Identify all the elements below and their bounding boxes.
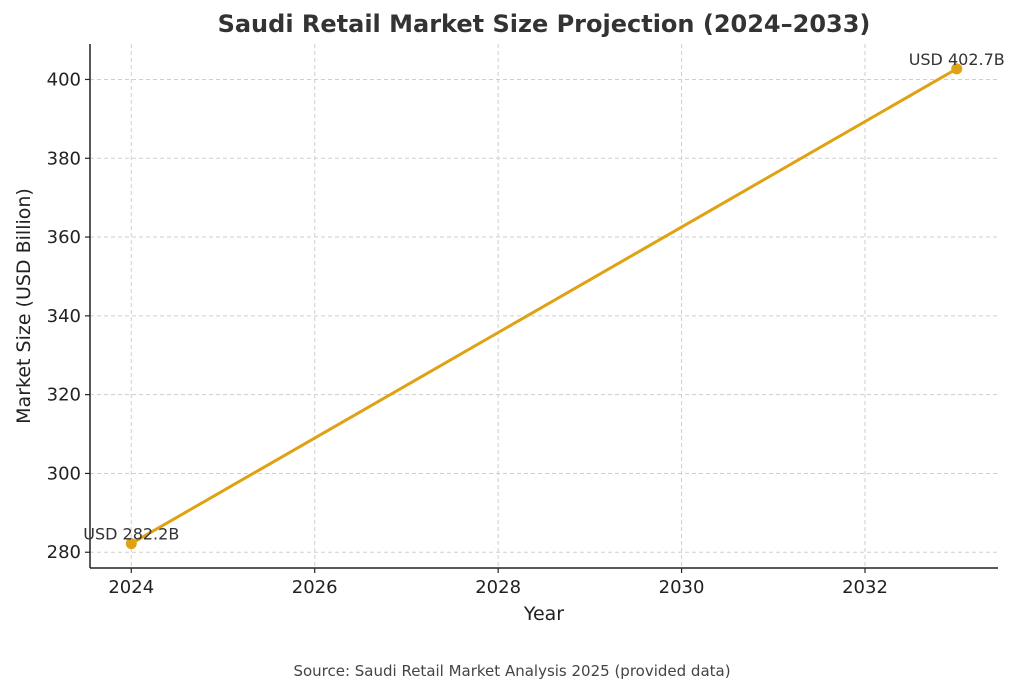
x-axis-label: Year — [523, 603, 564, 625]
x-tick-label: 2032 — [842, 577, 888, 598]
y-axis-label: Market Size (USD Billion) — [13, 188, 35, 424]
chart-title: Saudi Retail Market Size Projection (202… — [218, 10, 871, 38]
data-point — [125, 538, 137, 550]
source-note: Source: Saudi Retail Market Analysis 202… — [293, 662, 731, 680]
x-tick-label: 2024 — [108, 577, 154, 598]
y-tick-label: 400 — [47, 69, 81, 90]
y-tick-label: 360 — [47, 227, 81, 248]
data-label: USD 282.2B — [83, 525, 179, 544]
y-tick-label: 340 — [47, 306, 81, 327]
y-tick-label: 320 — [47, 385, 81, 406]
x-tick-label: 2026 — [292, 577, 338, 598]
y-ticks: 280 300 320 340 360 380 400 — [47, 69, 90, 563]
x-tick-label: 2028 — [475, 577, 521, 598]
data-point — [951, 63, 963, 75]
data-label: USD 402.7B — [909, 50, 1005, 69]
axes — [89, 44, 998, 569]
grid — [90, 44, 998, 568]
y-tick-label: 380 — [47, 148, 81, 169]
x-tick-label: 2030 — [659, 577, 705, 598]
y-tick-label: 280 — [47, 542, 81, 563]
series-group: USD 282.2B USD 402.7B — [83, 50, 1005, 550]
series-line — [129, 67, 959, 546]
x-ticks: 2024 2026 2028 2030 2032 — [108, 568, 888, 598]
y-tick-label: 300 — [47, 463, 81, 484]
